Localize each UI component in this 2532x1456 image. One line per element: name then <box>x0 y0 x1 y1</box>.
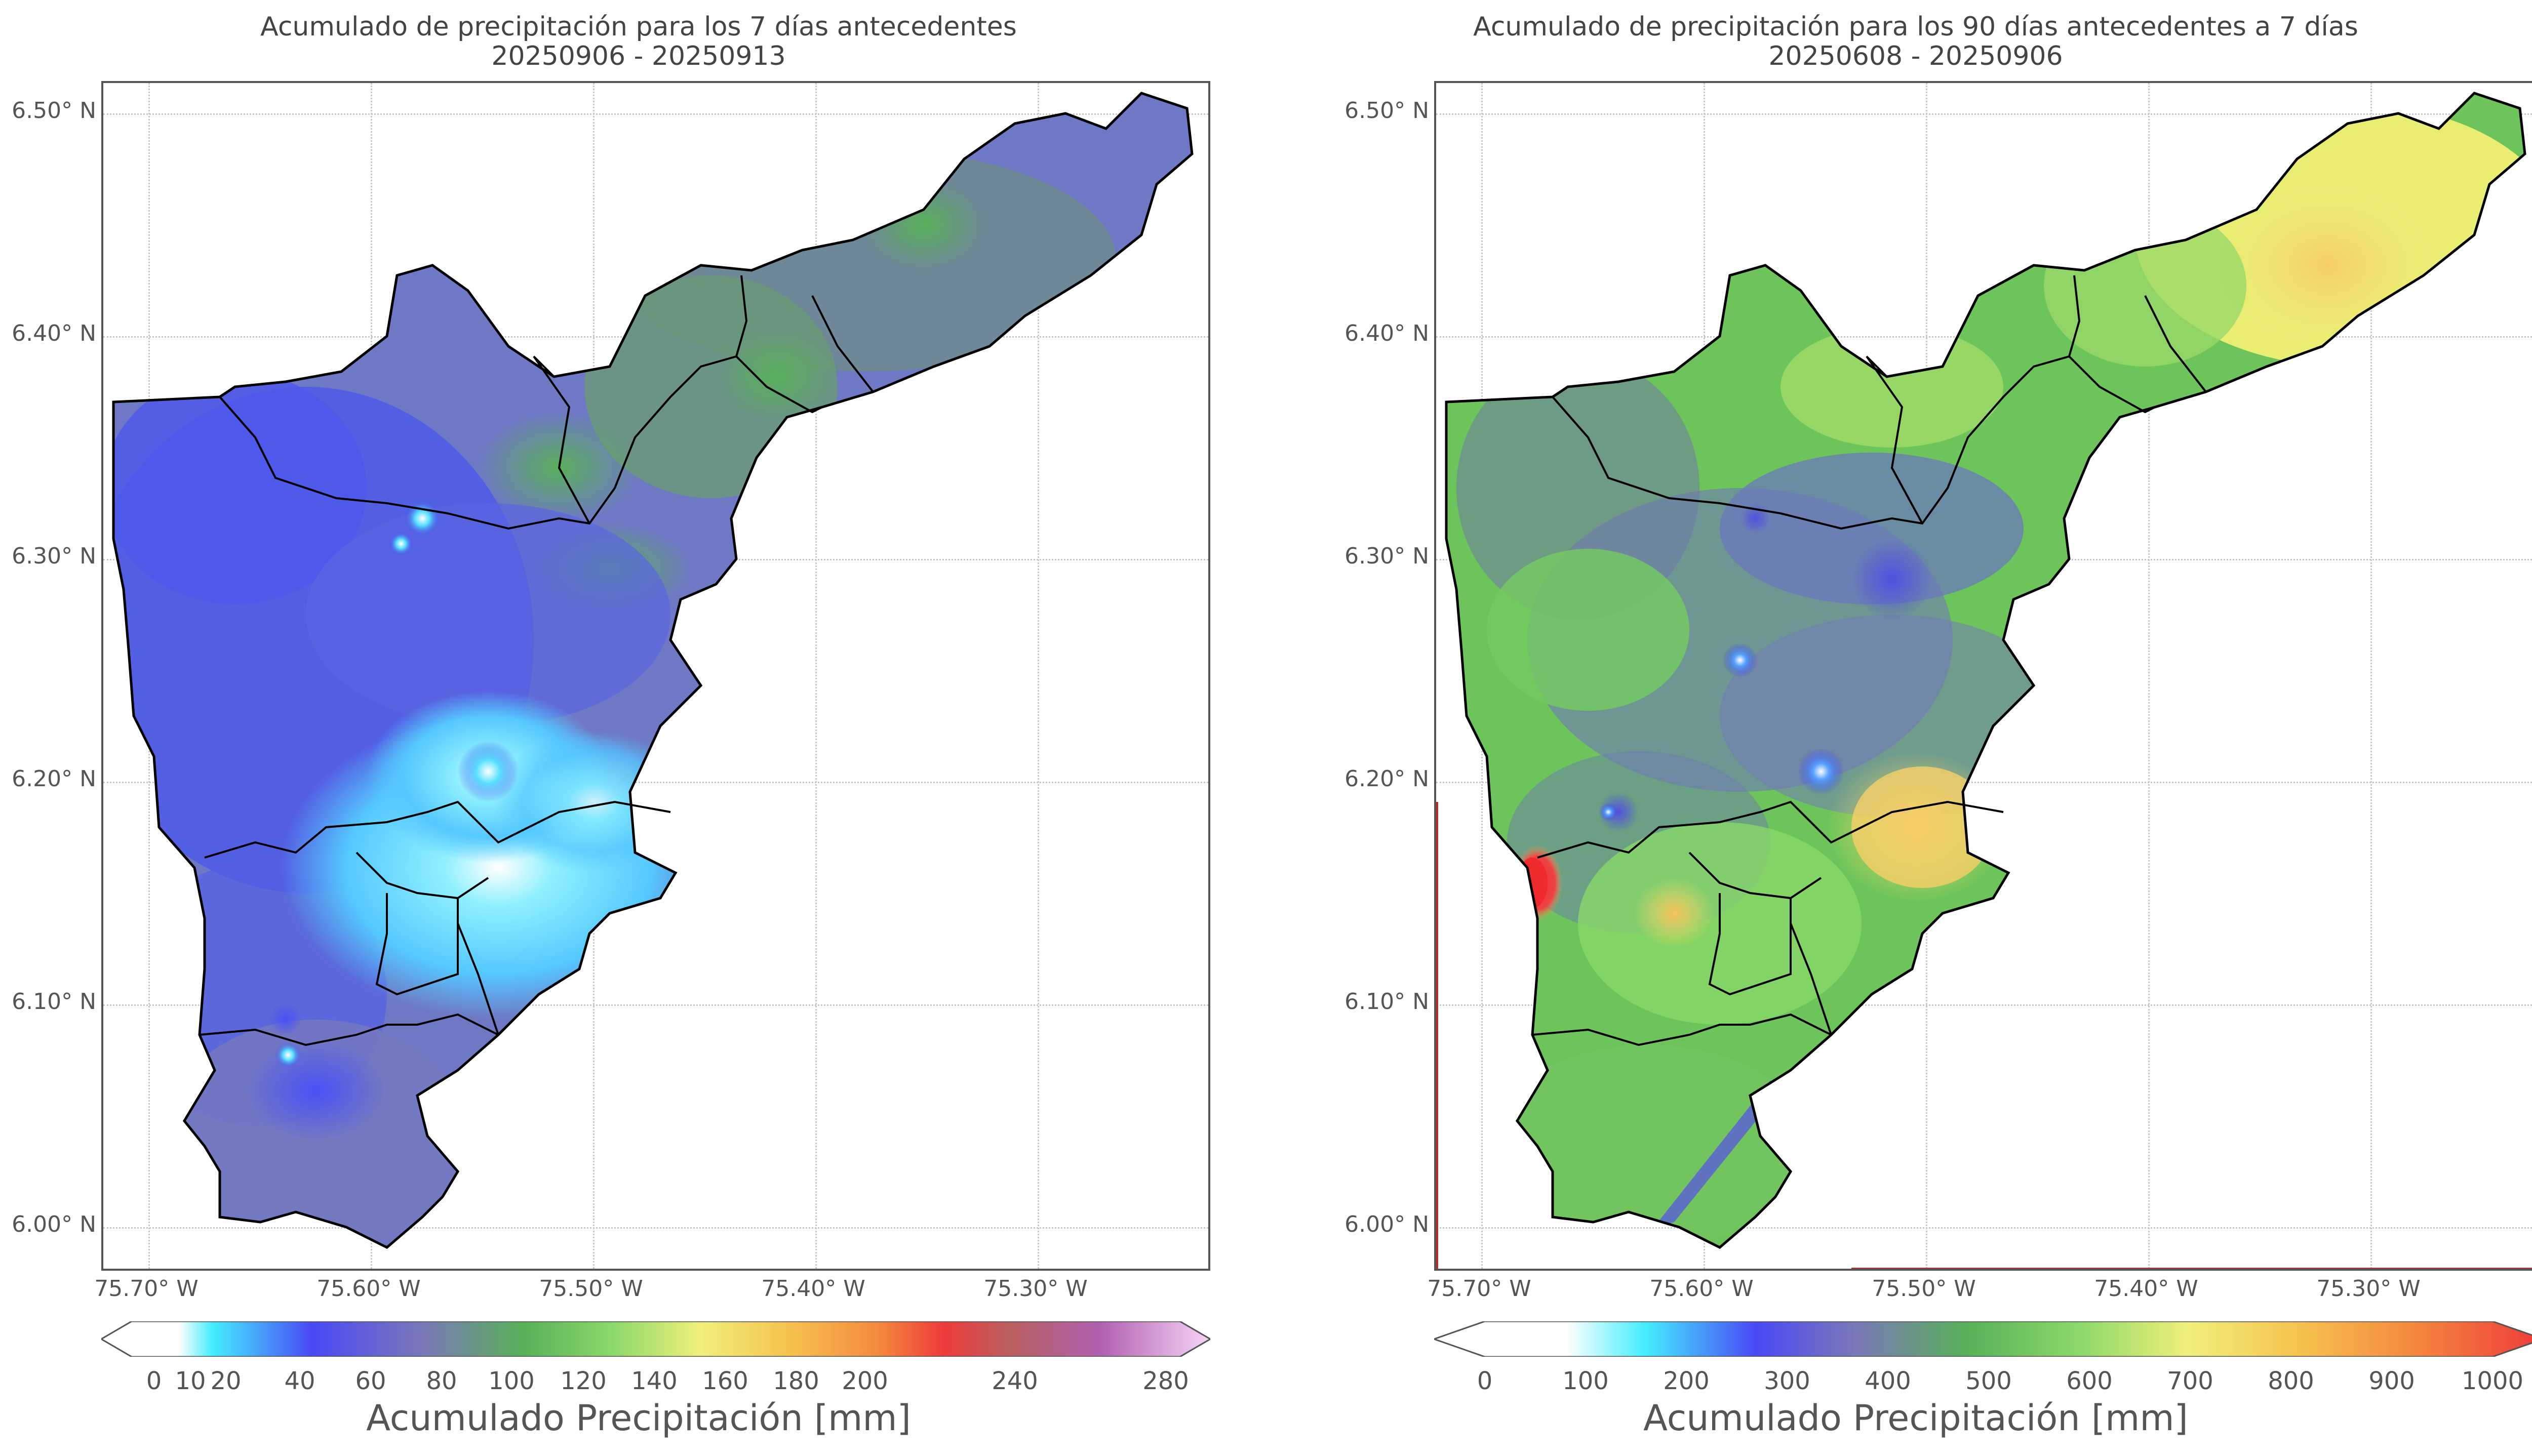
left-ytick: 6.30° N <box>12 543 96 569</box>
left-cbar-tick: 20 <box>210 1367 242 1395</box>
right-ytick: 6.50° N <box>1344 98 1429 124</box>
right-colorbar-label: Acumulado Precipitación [mm] <box>1643 1397 2188 1439</box>
right-cbar-tick: 200 <box>1663 1367 1710 1395</box>
right-map-frame <box>1434 81 2532 1271</box>
left-cbar-tick: 140 <box>631 1367 678 1395</box>
right-colorbar <box>1434 1321 2532 1357</box>
right-ytick: 6.40° N <box>1344 320 1429 346</box>
left-title: Acumulado de precipitación para los 7 dí… <box>260 12 1017 42</box>
right-precipitation-map <box>1445 92 2526 1249</box>
left-date-range: 20250906 - 20250913 <box>491 41 786 71</box>
right-map-panel: Acumulado de precipitación para los 90 d… <box>1277 0 2532 1456</box>
right-ytick: 6.30° N <box>1344 543 1429 569</box>
right-ytick: 6.00° N <box>1344 1211 1429 1237</box>
left-cbar-tick: 280 <box>1142 1367 1189 1395</box>
left-map-frame <box>101 81 1210 1271</box>
right-cbar-tick: 0 <box>1477 1367 1493 1395</box>
left-xtick: 75.40° W <box>761 1276 865 1302</box>
left-precipitation-map <box>112 92 1194 1249</box>
right-cbar-tick: 600 <box>2066 1367 2113 1395</box>
left-colorbar <box>101 1321 1210 1357</box>
left-map-panel: Acumulado de precipitación para los 7 dí… <box>12 12 1210 1439</box>
left-cbar-tick: 80 <box>426 1367 457 1395</box>
left-ytick: 6.10° N <box>12 989 96 1015</box>
left-ytick: 6.50° N <box>12 98 96 124</box>
left-ytick: 6.00° N <box>12 1211 96 1237</box>
left-cbar-tick: 160 <box>702 1367 748 1395</box>
right-xtick: 75.50° W <box>1872 1276 1976 1302</box>
right-xtick: 75.70° W <box>1427 1276 1531 1302</box>
right-cbar-tick: 500 <box>1965 1367 2012 1395</box>
left-cbar-tick: 60 <box>355 1367 386 1395</box>
left-ytick: 6.40° N <box>12 320 96 346</box>
right-cbar-tick: 400 <box>1865 1367 1911 1395</box>
left-xtick: 75.70° W <box>94 1276 199 1302</box>
right-xtick: 75.40° W <box>2094 1276 2198 1302</box>
left-colorbar-label: Acumulado Precipitación [mm] <box>366 1397 911 1439</box>
right-cbar-tick: 1000 <box>2461 1367 2524 1395</box>
left-cbar-tick: 0 <box>146 1367 162 1395</box>
left-xtick: 75.60° W <box>316 1276 421 1302</box>
left-cbar-tick: 10 <box>175 1367 206 1395</box>
left-cbar-tick: 40 <box>284 1367 315 1395</box>
left-basin-outline <box>112 92 1194 1249</box>
right-xtick: 75.30° W <box>2316 1276 2421 1302</box>
right-cbar-tick: 900 <box>2368 1367 2415 1395</box>
right-ytick: 6.10° N <box>1344 989 1429 1015</box>
right-cbar-tick: 300 <box>1764 1367 1810 1395</box>
left-subbasin-boundaries <box>199 275 874 1046</box>
left-cbar-tick: 240 <box>992 1367 1038 1395</box>
right-title: Acumulado de precipitación para los 90 d… <box>1473 12 2358 42</box>
right-ytick: 6.20° N <box>1344 766 1429 792</box>
right-cbar-tick: 100 <box>1562 1367 1609 1395</box>
left-cbar-tick: 100 <box>488 1367 535 1395</box>
right-xtick: 75.60° W <box>1649 1276 1754 1302</box>
left-cbar-tick: 200 <box>842 1367 888 1395</box>
left-ytick: 6.20° N <box>12 766 96 792</box>
left-cbar-tick: 180 <box>773 1367 819 1395</box>
right-basin-outline <box>1445 92 2526 1249</box>
left-xtick: 75.50° W <box>539 1276 643 1302</box>
right-subbasin-boundaries <box>1532 275 2207 1046</box>
left-cbar-tick: 120 <box>560 1367 607 1395</box>
right-date-range: 20250608 - 20250906 <box>1768 41 2063 71</box>
right-cbar-tick: 700 <box>2167 1367 2213 1395</box>
right-cbar-tick: 800 <box>2268 1367 2314 1395</box>
left-xtick: 75.30° W <box>983 1276 1088 1302</box>
